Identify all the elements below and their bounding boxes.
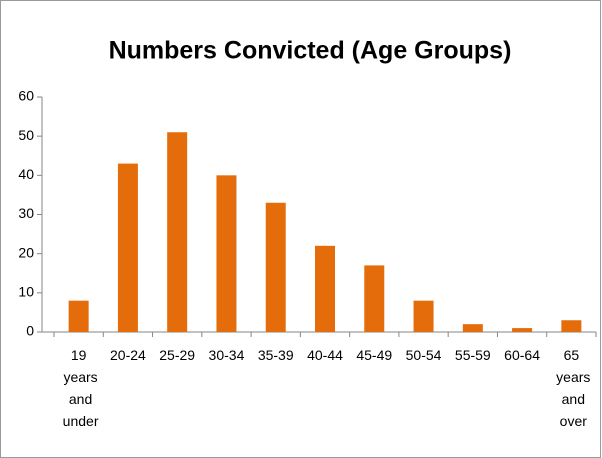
bar xyxy=(216,175,237,332)
bar xyxy=(117,163,138,332)
x-tick-label: 65 years and over xyxy=(552,347,590,429)
x-tick-label: 45-49 xyxy=(356,347,392,363)
y-tick-label: 40 xyxy=(18,166,34,182)
bar xyxy=(265,202,286,332)
x-tick-label: 25-29 xyxy=(159,347,195,363)
y-tick-label: 50 xyxy=(18,127,34,143)
chart-title: Numbers Convicted (Age Groups) xyxy=(109,37,512,65)
y-tick-label: 10 xyxy=(18,284,34,300)
y-tick-label: 30 xyxy=(18,205,34,221)
bar xyxy=(315,245,335,332)
x-tick-label: 20-24 xyxy=(110,347,146,363)
bar xyxy=(462,324,483,332)
bar xyxy=(68,300,89,332)
y-tick-label: 20 xyxy=(18,244,34,260)
y-tick-label: 0 xyxy=(26,323,34,339)
bar xyxy=(413,300,434,332)
x-tick-label: 60-64 xyxy=(504,347,540,363)
bar xyxy=(561,320,582,332)
bar xyxy=(364,265,385,332)
x-tick-label: 35-39 xyxy=(258,347,294,363)
x-tick-label: 19 years and under xyxy=(59,347,99,429)
bar xyxy=(512,328,533,332)
bar xyxy=(167,132,188,332)
x-tick-label: 55-59 xyxy=(455,347,491,363)
y-tick-label: 60 xyxy=(18,88,34,104)
x-tick-label: 50-54 xyxy=(406,347,442,363)
x-tick-label: 40-44 xyxy=(307,347,343,363)
x-tick-label: 30-34 xyxy=(209,347,245,363)
